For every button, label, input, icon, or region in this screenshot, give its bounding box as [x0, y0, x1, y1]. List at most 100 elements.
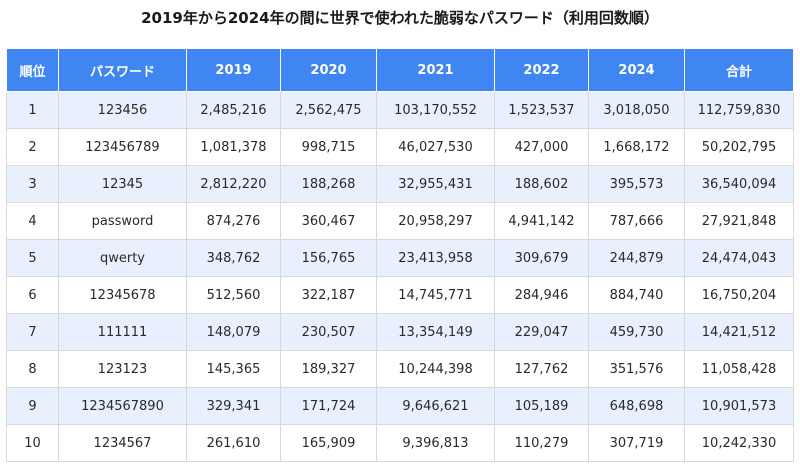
count-2024-cell: 787,666 — [588, 202, 685, 240]
count-2022-cell: 188,602 — [494, 165, 589, 203]
count-2020-cell: 998,715 — [280, 128, 377, 166]
count-2019-cell: 874,276 — [186, 202, 281, 240]
count-2024-cell: 307,719 — [588, 424, 685, 462]
table-header-row: 順位 パスワード 2019 2020 2021 2022 2024 合計 — [6, 48, 794, 92]
page-title: 2019年から2024年の間に世界で使われた脆弱なパスワード（利用回数順） — [141, 9, 659, 27]
table-body: 1 123456 2,485,216 2,562,475 103,170,552 1,52… — [6, 91, 794, 462]
count-2021-cell: 13,354,149 — [376, 313, 495, 351]
count-2019-cell: 145,365 — [186, 350, 281, 388]
password-cell: 1234567890 — [58, 387, 187, 425]
count-2020-cell: 189,327 — [280, 350, 377, 388]
count-2020-cell: 156,765 — [280, 239, 377, 277]
table-row: 4 password 874,276 360,467 20,958,297 4,941,1… — [6, 202, 794, 240]
count-2020-cell: 188,268 — [280, 165, 377, 203]
count-2020-cell: 171,724 — [280, 387, 377, 425]
count-2019-cell: 261,610 — [186, 424, 281, 462]
count-2022-cell: 229,047 — [494, 313, 589, 351]
count-2021-cell: 10,244,398 — [376, 350, 495, 388]
column-header-2020: 2020 — [280, 48, 377, 92]
count-2020-cell: 165,909 — [280, 424, 377, 462]
count-2019-cell: 348,762 — [186, 239, 281, 277]
password-cell: 123123 — [58, 350, 187, 388]
total-cell: 16,750,204 — [684, 276, 794, 314]
table-row: 1 123456 2,485,216 2,562,475 103,170,552 1,52… — [6, 91, 794, 129]
rank-cell: 10 — [6, 424, 59, 462]
table-row: 8 123123 145,365 189,327 10,244,398 127,762 35… — [6, 350, 794, 388]
password-cell: 123456 — [58, 91, 187, 129]
count-2021-cell: 46,027,530 — [376, 128, 495, 166]
count-2022-cell: 4,941,142 — [494, 202, 589, 240]
table-row: 10 1234567 261,610 165,909 9,396,813 110,279 3… — [6, 424, 794, 462]
count-2019-cell: 1,081,378 — [186, 128, 281, 166]
table-row: 6 12345678 512,560 322,187 14,745,771 284,946… — [6, 276, 794, 314]
rank-cell: 6 — [6, 276, 59, 314]
rank-cell: 5 — [6, 239, 59, 277]
count-2020-cell: 2,562,475 — [280, 91, 377, 129]
count-2020-cell: 322,187 — [280, 276, 377, 314]
count-2021-cell: 9,646,621 — [376, 387, 495, 425]
count-2022-cell: 110,279 — [494, 424, 589, 462]
table-row: 7 111111 148,079 230,507 13,354,149 229,047 45… — [6, 313, 794, 351]
rank-cell: 1 — [6, 91, 59, 129]
count-2019-cell: 329,341 — [186, 387, 281, 425]
count-2020-cell: 230,507 — [280, 313, 377, 351]
total-cell: 112,759,830 — [684, 91, 794, 129]
count-2021-cell: 23,413,958 — [376, 239, 495, 277]
total-cell: 24,474,043 — [684, 239, 794, 277]
count-2024-cell: 244,879 — [588, 239, 685, 277]
password-cell: 12345678 — [58, 276, 187, 314]
password-table: 順位 パスワード 2019 2020 2021 2022 2024 合計 1 12… — [6, 48, 794, 462]
total-cell: 27,921,848 — [684, 202, 794, 240]
count-2022-cell: 309,679 — [494, 239, 589, 277]
password-cell: 123456789 — [58, 128, 187, 166]
count-2024-cell: 395,573 — [588, 165, 685, 203]
count-2021-cell: 9,396,813 — [376, 424, 495, 462]
password-cell: 111111 — [58, 313, 187, 351]
column-header-2022: 2022 — [494, 48, 589, 92]
total-cell: 10,242,330 — [684, 424, 794, 462]
count-2024-cell: 459,730 — [588, 313, 685, 351]
column-header-rank: 順位 — [6, 48, 59, 92]
column-header-2019: 2019 — [186, 48, 281, 92]
count-2021-cell: 103,170,552 — [376, 91, 495, 129]
password-cell: password — [58, 202, 187, 240]
total-cell: 36,540,094 — [684, 165, 794, 203]
total-cell: 11,058,428 — [684, 350, 794, 388]
count-2024-cell: 351,576 — [588, 350, 685, 388]
count-2022-cell: 105,189 — [494, 387, 589, 425]
count-2019-cell: 148,079 — [186, 313, 281, 351]
count-2024-cell: 884,740 — [588, 276, 685, 314]
count-2021-cell: 32,955,431 — [376, 165, 495, 203]
count-2020-cell: 360,467 — [280, 202, 377, 240]
password-cell: qwerty — [58, 239, 187, 277]
count-2022-cell: 284,946 — [494, 276, 589, 314]
count-2019-cell: 512,560 — [186, 276, 281, 314]
count-2022-cell: 427,000 — [494, 128, 589, 166]
table-row: 5 qwerty 348,762 156,765 23,413,958 309,679 24… — [6, 239, 794, 277]
table-row: 2 123456789 1,081,378 998,715 46,027,530 427,… — [6, 128, 794, 166]
count-2024-cell: 648,698 — [588, 387, 685, 425]
rank-cell: 2 — [6, 128, 59, 166]
column-header-password: パスワード — [58, 48, 187, 92]
count-2021-cell: 20,958,297 — [376, 202, 495, 240]
rank-cell: 3 — [6, 165, 59, 203]
column-header-2021: 2021 — [376, 48, 495, 92]
rank-cell: 4 — [6, 202, 59, 240]
column-header-total: 合計 — [684, 48, 794, 92]
table-row: 9 1234567890 329,341 171,724 9,646,621 105,18… — [6, 387, 794, 425]
rank-cell: 9 — [6, 387, 59, 425]
count-2024-cell: 1,668,172 — [588, 128, 685, 166]
count-2022-cell: 1,523,537 — [494, 91, 589, 129]
count-2019-cell: 2,485,216 — [186, 91, 281, 129]
total-cell: 10,901,573 — [684, 387, 794, 425]
password-cell: 1234567 — [58, 424, 187, 462]
total-cell: 50,202,795 — [684, 128, 794, 166]
total-cell: 14,421,512 — [684, 313, 794, 351]
count-2021-cell: 14,745,771 — [376, 276, 495, 314]
rank-cell: 8 — [6, 350, 59, 388]
count-2022-cell: 127,762 — [494, 350, 589, 388]
count-2024-cell: 3,018,050 — [588, 91, 685, 129]
password-cell: 12345 — [58, 165, 187, 203]
rank-cell: 7 — [6, 313, 59, 351]
column-header-2024: 2024 — [588, 48, 685, 92]
